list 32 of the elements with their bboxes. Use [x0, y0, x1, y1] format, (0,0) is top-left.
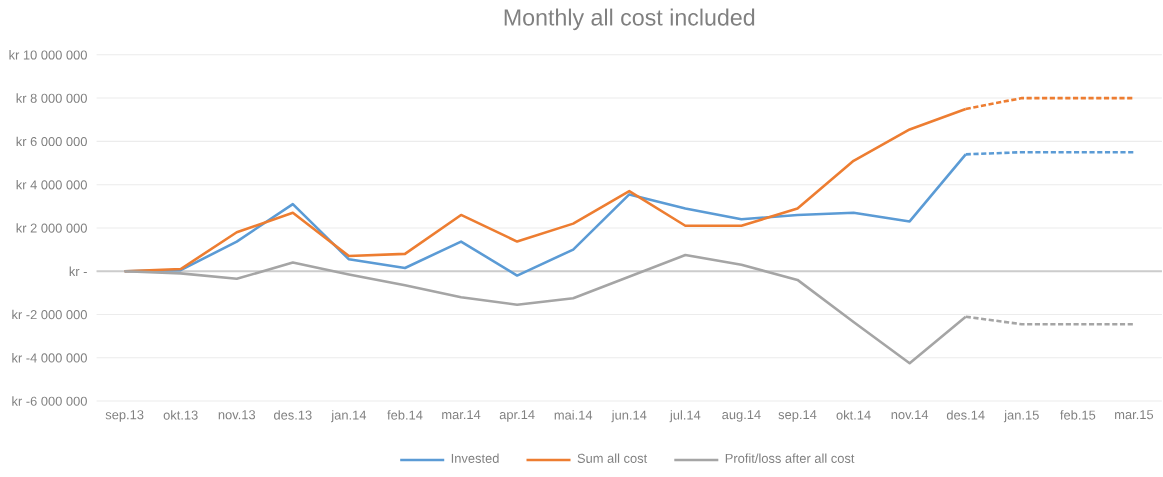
- x-tick-label: jun.14: [611, 410, 647, 423]
- x-tick-label: jan.14: [331, 410, 367, 423]
- x-tick-label: apr.14: [499, 410, 535, 422]
- y-tick-label: kr -: [69, 266, 87, 276]
- y-tick-label: kr 4 000 000: [16, 179, 87, 190]
- x-tick-label: sep.13: [105, 410, 144, 422]
- x-tick-label: mai.14: [554, 410, 593, 420]
- x-tick-label: nov.14: [891, 410, 929, 420]
- x-tick-label: jan.15: [1003, 410, 1039, 423]
- x-tick-label: aug.14: [722, 410, 761, 422]
- x-tick-label: okt.14: [836, 410, 871, 420]
- y-tick-label: kr 2 000 000: [16, 223, 87, 233]
- y-tick-label: kr 10 000 000: [9, 50, 87, 60]
- y-tick-label: kr -4 000 000: [12, 353, 87, 363]
- x-tick-label: okt.13: [163, 410, 198, 420]
- legend-label: Profit/loss after all cost: [725, 453, 855, 463]
- y-tick-label: kr -6 000 000: [12, 396, 87, 406]
- x-tick-label: feb.14: [387, 410, 423, 420]
- x-tick-label: sep.14: [778, 410, 817, 422]
- x-tick-label: des.13: [274, 410, 312, 420]
- legend-label: Invested: [451, 453, 499, 463]
- x-tick-label: des.14: [946, 410, 985, 420]
- x-tick-label: mar.15: [1115, 410, 1154, 420]
- chart-title: Monthly all cost included: [504, 8, 755, 31]
- y-tick-label: kr 8 000 000: [16, 93, 87, 103]
- y-tick-label: kr -2 000 000: [12, 309, 87, 320]
- x-tick-label: nov.13: [218, 410, 256, 420]
- legend-label: Sum all cost: [577, 453, 648, 463]
- x-tick-label: feb.15: [1060, 410, 1096, 420]
- x-tick-label: mar.14: [442, 410, 481, 420]
- x-tick-label: jul.14: [669, 410, 701, 423]
- y-tick-label: kr 6 000 000: [16, 136, 87, 147]
